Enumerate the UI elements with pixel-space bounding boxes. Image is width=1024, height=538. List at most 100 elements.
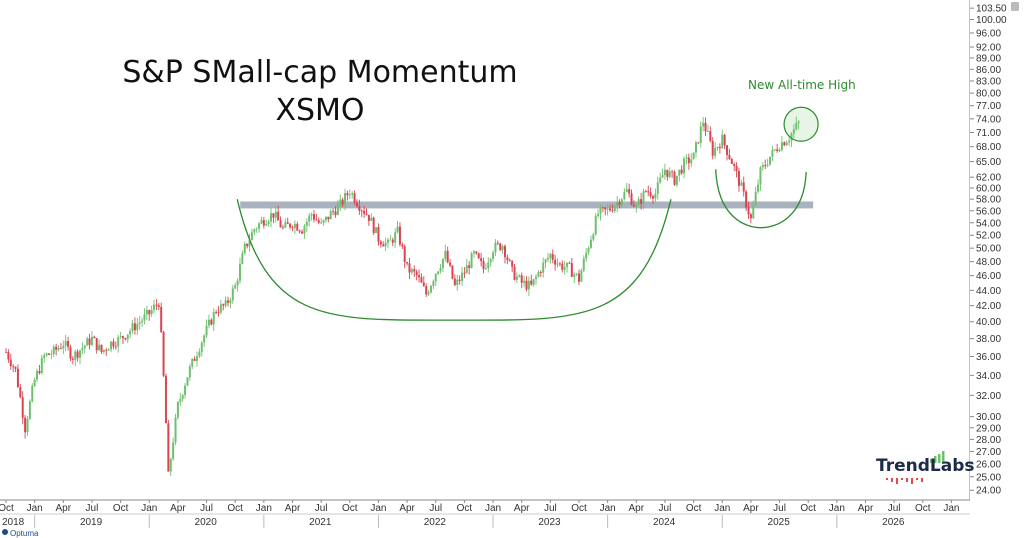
logo-dot bbox=[906, 478, 908, 482]
x-month-label: Apr bbox=[399, 503, 415, 514]
x-month-label: Oct bbox=[686, 503, 702, 514]
x-month-label: Oct bbox=[915, 503, 931, 514]
candle-body bbox=[196, 356, 198, 361]
candle-body bbox=[301, 231, 304, 234]
candle-body bbox=[176, 402, 179, 418]
candle-body bbox=[243, 243, 246, 254]
candle-body bbox=[289, 223, 292, 228]
y-tick-label: 52.00 bbox=[976, 231, 1001, 242]
candle-body bbox=[95, 338, 98, 351]
y-tick-label: 34.00 bbox=[976, 371, 1001, 382]
candle-body bbox=[609, 208, 612, 211]
candle-body bbox=[594, 215, 597, 235]
optuma-icon bbox=[2, 529, 8, 535]
candle-body bbox=[90, 336, 93, 345]
candle-body bbox=[566, 262, 569, 268]
candle-body bbox=[530, 280, 533, 285]
candle-body bbox=[759, 167, 762, 185]
candle-body bbox=[475, 251, 478, 254]
candle-body bbox=[642, 191, 645, 204]
candle-body bbox=[785, 142, 788, 146]
candle-body bbox=[783, 142, 786, 146]
candle-body bbox=[164, 375, 167, 424]
candle-body bbox=[45, 353, 48, 356]
candle-body bbox=[742, 182, 745, 192]
candle-body bbox=[410, 269, 413, 273]
candle-body bbox=[67, 340, 70, 347]
candle-body bbox=[355, 202, 358, 207]
candle-body bbox=[277, 211, 280, 221]
y-tick-label: 65.00 bbox=[976, 157, 1001, 168]
candle-body bbox=[43, 355, 46, 358]
x-month-label: Jul bbox=[429, 503, 442, 514]
candle-body bbox=[429, 285, 432, 293]
logo-bar bbox=[942, 451, 945, 463]
candle-body bbox=[382, 244, 385, 247]
candle-body bbox=[537, 272, 540, 277]
candle-body bbox=[418, 274, 421, 278]
candle-body bbox=[126, 334, 129, 340]
candle-body bbox=[601, 207, 604, 209]
x-month-label: Apr bbox=[170, 503, 186, 514]
candle-body bbox=[71, 358, 74, 360]
candle-body bbox=[293, 223, 296, 228]
y-tick-label: 38.00 bbox=[976, 334, 1001, 345]
logo-dot bbox=[891, 478, 893, 482]
x-month-label: Jan bbox=[256, 503, 272, 514]
candle-body bbox=[363, 210, 366, 214]
candle-body bbox=[341, 199, 344, 205]
candle-body bbox=[150, 309, 153, 315]
candle-body bbox=[465, 265, 468, 274]
candle-body bbox=[329, 211, 332, 220]
candle-body bbox=[408, 263, 411, 273]
candle-body bbox=[315, 219, 318, 221]
candle-body bbox=[733, 163, 736, 166]
candle-body bbox=[224, 300, 227, 306]
x-month-label: Apr bbox=[514, 503, 530, 514]
x-month-label: Jan bbox=[27, 503, 43, 514]
candle-body bbox=[568, 262, 571, 264]
x-year-label: 2020 bbox=[195, 517, 218, 528]
y-tick-label: 62.00 bbox=[976, 173, 1001, 184]
candle-body bbox=[637, 199, 640, 206]
candle-body bbox=[124, 338, 127, 340]
candle-body bbox=[212, 312, 215, 325]
candle-body bbox=[714, 147, 717, 156]
candle-body bbox=[620, 199, 623, 205]
x-year-label: 2025 bbox=[768, 517, 791, 528]
y-tick-label: 80.00 bbox=[976, 89, 1001, 100]
candle-body bbox=[69, 346, 72, 359]
y-tick-label: 32.00 bbox=[976, 391, 1001, 402]
candle-body bbox=[153, 304, 156, 310]
candle-body bbox=[179, 398, 182, 403]
lock-icon bbox=[1011, 2, 1019, 11]
cup-arc bbox=[236, 199, 672, 321]
candle-body bbox=[262, 220, 265, 226]
candle-body bbox=[186, 377, 189, 386]
candle-body bbox=[14, 366, 17, 369]
candle-body bbox=[291, 227, 294, 229]
chart-subtitle: XSMO bbox=[275, 93, 365, 128]
candle-body bbox=[172, 442, 175, 459]
candle-body bbox=[79, 350, 82, 358]
logo-dot bbox=[901, 478, 903, 480]
candle-body bbox=[360, 210, 363, 212]
candle-body bbox=[730, 158, 733, 164]
candle-body bbox=[258, 223, 261, 229]
candle-body bbox=[718, 147, 721, 149]
candle-body bbox=[98, 344, 101, 351]
candle-body bbox=[726, 145, 729, 155]
x-month-label: Jul bbox=[200, 503, 213, 514]
candle-body bbox=[694, 142, 697, 153]
candle-body bbox=[644, 191, 647, 193]
candle-body bbox=[129, 330, 132, 335]
candle-body bbox=[692, 152, 695, 160]
candle-body bbox=[38, 371, 41, 374]
logo-dot bbox=[896, 478, 898, 484]
candle-body bbox=[222, 304, 225, 306]
candle-body bbox=[671, 171, 674, 173]
candle-body bbox=[207, 319, 210, 326]
candle-body bbox=[160, 306, 163, 332]
candle-body bbox=[589, 239, 592, 248]
